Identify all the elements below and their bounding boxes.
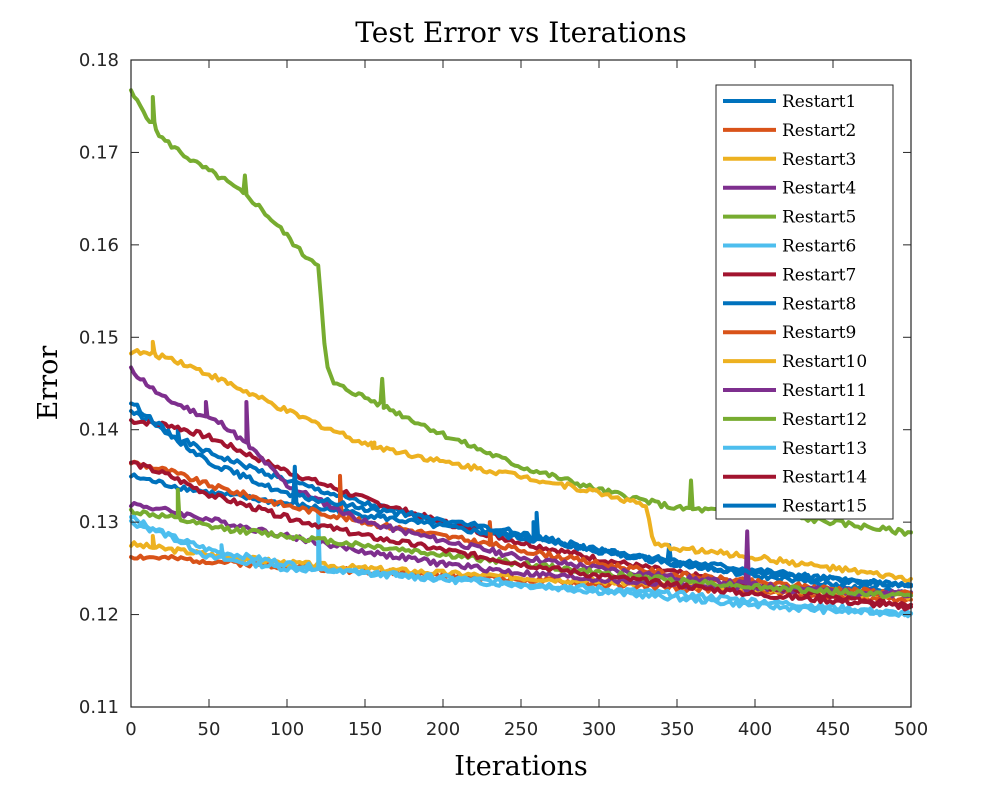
y-tick-label: 0.16 [79,235,119,256]
legend-label: Restart12 [782,410,867,430]
series-line-restart15 [129,401,913,589]
x-tick-label: 150 [348,719,382,740]
x-tick-label: 0 [125,719,136,740]
y-tick-label: 0.18 [79,50,119,71]
series-line-restart14 [129,460,913,612]
legend-label: Restart7 [782,265,856,285]
x-tick-label: 100 [270,719,304,740]
legend-label: Restart14 [782,468,867,488]
legend-label: Restart15 [782,497,867,517]
x-tick-label: 350 [660,719,694,740]
legend-label: Restart13 [782,439,867,459]
x-tick-label: 300 [582,719,616,740]
legend-label: Restart8 [782,294,856,314]
x-tick-label: 50 [198,719,221,740]
series-line-restart13 [129,514,913,619]
series-line-restart9 [129,459,913,597]
x-tick-label: 250 [504,719,538,740]
legend-label: Restart2 [782,121,856,141]
x-tick-label: 450 [816,719,850,740]
y-axis-label: Error [33,346,64,421]
x-tick-label: 400 [738,719,772,740]
y-tick-label: 0.12 [79,605,119,626]
y-tick-label: 0.14 [79,420,119,441]
legend-label: Restart1 [782,92,856,112]
legend-label: Restart5 [782,208,856,228]
legend-label: Restart9 [782,323,856,343]
legend-label: Restart6 [782,237,856,257]
chart-title: Test Error vs Iterations [355,16,686,49]
series-line-restart10 [129,339,913,584]
legend: Restart1 Restart2 Restart3 Restart4 Restart5… [715,84,894,520]
y-tick-label: 0.17 [79,142,119,163]
x-tick-label: 200 [426,719,460,740]
y-tick-label: 0.11 [79,697,119,718]
plot-lines [129,88,913,619]
legend-label: Restart4 [782,179,856,199]
x-axis-label: Iterations [454,751,587,782]
y-tick-label: 0.13 [79,512,119,533]
y-tick-label: 0.15 [79,327,119,348]
y-axis: 0.11 0.12 0.13 0.14 0.15 0.16 0.17 0.18 [79,50,911,718]
legend-label: Restart3 [782,150,856,170]
legend-items: Restart1 Restart2 Restart3 Restart4 Restart5… [723,92,867,517]
x-axis: 0 50 100 150 200 250 300 350 400 450 500 [125,60,928,740]
x-tick-label: 500 [894,719,928,740]
legend-label: Restart10 [782,352,867,372]
legend-label: Restart11 [782,381,867,401]
